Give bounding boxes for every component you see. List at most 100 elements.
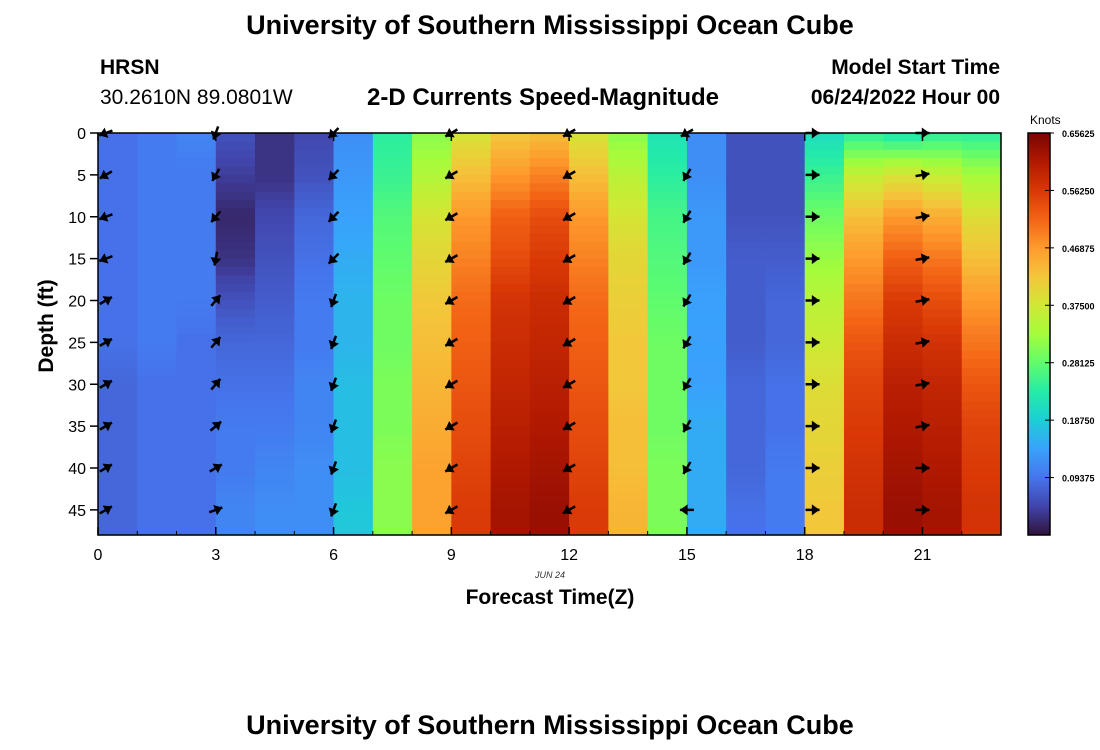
heatmap-cell [294,191,335,201]
heatmap-cell [804,367,845,377]
heatmap-cell [372,133,413,142]
heatmap-cell [686,350,727,360]
heatmap-cell [922,233,963,243]
station-name: HRSN [100,56,160,79]
heatmap-cell [529,451,570,461]
heatmap-cell [333,401,374,410]
heatmap-cell [529,275,570,285]
heatmap-cell [726,350,767,360]
heatmap-cell [765,275,806,285]
heatmap-cell [961,493,1002,503]
heatmap-cell [176,367,217,377]
heatmap-cell [843,225,884,235]
heatmap-cell [98,426,138,436]
heatmap-cell [372,191,413,201]
heatmap-cell [529,342,570,352]
current-vector [805,169,820,181]
current-vector [210,378,222,391]
heatmap-cell [569,501,609,511]
heatmap-cell [176,459,217,469]
heatmap-cell [98,484,138,494]
heatmap-cell [843,426,884,436]
heatmap-cell [372,300,413,310]
heatmap-cell [961,183,1002,193]
heatmap-cell [961,317,1002,327]
heatmap-cell [922,250,963,260]
heatmap-cell [608,325,649,335]
heatmap-cell [922,317,963,327]
heatmap-cell [608,442,649,452]
heatmap-cell [883,308,924,318]
heatmap-cell [726,367,767,377]
heatmap-cell [451,158,492,168]
heatmap-cell [608,484,649,494]
heatmap-cell [686,501,727,511]
heatmap-cell [294,216,335,226]
current-vector [99,379,113,390]
heatmap-cell [726,225,767,235]
heatmap-cell [333,225,374,235]
heatmap-cell [647,442,688,452]
heatmap-cell [647,300,688,310]
heatmap-cell [883,392,924,402]
heatmap-cell [98,141,138,151]
heatmap-cell [765,401,806,410]
heatmap-cell [412,183,452,193]
heatmap-cell [726,325,767,335]
heatmap-cell [883,233,924,243]
heatmap-cell [608,342,649,352]
heatmap-cell [215,233,256,243]
heatmap-cell [961,233,1002,243]
heatmap-cell [294,384,335,394]
heatmap-cell [255,392,295,402]
heatmap-cell [686,174,727,184]
heatmap-cell [961,434,1002,444]
heatmap-cell [255,292,295,302]
heatmap-cell [333,166,374,176]
heatmap-cell [843,141,884,151]
heatmap-cell [255,308,295,318]
heatmap-cell [608,518,649,528]
heatmap-cell [726,426,767,436]
heatmap-cell [412,401,452,410]
heatmap-cell [529,208,570,218]
current-vector [327,210,340,223]
heatmap-cell [215,141,256,151]
heatmap-cell [922,526,963,536]
heatmap-cell [804,158,845,168]
current-vector [210,210,222,223]
heatmap-cell [215,459,256,469]
heatmap-cell [372,342,413,352]
heatmap-cell [137,468,178,477]
heatmap-cell [333,384,374,394]
heatmap-cell [294,267,335,276]
y-tick-label: 35 [68,419,86,436]
heatmap-cell [333,191,374,201]
heatmap-cell [922,493,963,503]
heatmap-cell [255,476,295,486]
heatmap-cell [255,267,295,276]
heatmap-cell [176,484,217,494]
current-vector [99,421,113,432]
heatmap-cell [255,367,295,377]
heatmap-cell [372,375,413,385]
heatmap-cell [137,501,178,511]
heatmap-cell [372,476,413,486]
heatmap-cell [843,149,884,159]
heatmap-cell [647,334,688,343]
heatmap-cell [333,250,374,260]
heatmap-cell [176,208,217,218]
heatmap-cell [529,392,570,402]
heatmap-cell [333,149,374,159]
heatmap-cell [490,434,531,444]
heatmap-cell [529,501,570,511]
heatmap-cell [961,308,1002,318]
heatmap-cell [922,283,963,293]
heatmap-cell [451,375,492,385]
heatmap-cell [137,325,178,335]
heatmap-cell [804,384,845,394]
heatmap-cell [726,267,767,276]
heatmap-cell [804,509,845,519]
heatmap-cell [333,275,374,285]
heatmap-cell [647,392,688,402]
